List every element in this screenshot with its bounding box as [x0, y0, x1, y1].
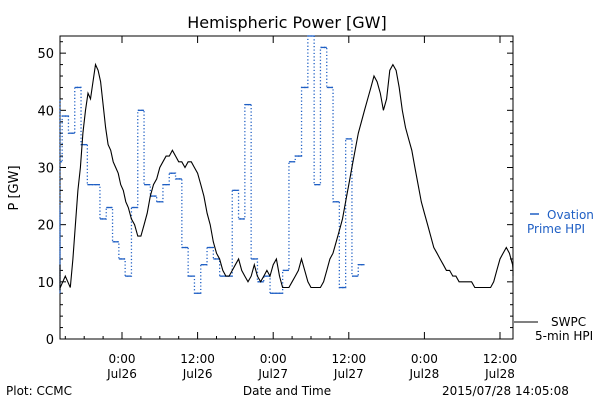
- plot-frame: [59, 35, 514, 340]
- series-swpc: [59, 62, 514, 291]
- footer-plot-source: Plot: CCMC: [6, 384, 72, 398]
- y-tick-label: 50: [37, 47, 54, 62]
- chart-title: Hemispheric Power [GW]: [187, 13, 386, 32]
- x-tick-date: Jul28: [409, 367, 440, 381]
- x-tick-date: Jul26: [106, 367, 137, 381]
- legend-swpc-label-1: SWPC: [551, 315, 586, 329]
- x-tick-time: 0:00: [109, 352, 136, 366]
- x-tick-time: 0:00: [260, 352, 287, 366]
- y-tick-label: 40: [37, 104, 54, 119]
- swpc-line: [59, 62, 514, 291]
- x-tick-time: 0:00: [411, 352, 438, 366]
- ovation-step-line: [59, 35, 365, 294]
- y-tick-label: 20: [37, 219, 54, 234]
- legend-swpc-label-2: 5-min HPI: [535, 329, 593, 343]
- y-axis-ticks: 0 10 20 30 40 50: [37, 41, 513, 348]
- footer-timestamp: 2015/07/28 14:05:08: [442, 384, 569, 398]
- x-axis-ticks: 0:00Jul2612:00Jul260:00Jul2712:00Jul270:…: [64, 36, 518, 381]
- x-tick-date: Jul28: [484, 367, 515, 381]
- y-tick-label: 10: [37, 276, 54, 291]
- x-tick-date: Jul27: [333, 367, 364, 381]
- x-tick-time: 12:00: [180, 352, 215, 366]
- x-tick-date: Jul27: [257, 367, 288, 381]
- y-tick-label: 0: [46, 333, 54, 348]
- x-tick-time: 12:00: [332, 352, 367, 366]
- x-tick-time: 12:00: [483, 352, 518, 366]
- x-axis-label: Date and Time: [243, 384, 331, 398]
- legend-ovation-label-2: Prime HPI: [527, 222, 585, 236]
- y-tick-label: 30: [37, 161, 54, 176]
- x-tick-date: Jul26: [182, 367, 213, 381]
- legend-ovation-label-1: Ovation: [547, 208, 594, 222]
- series-ovation-prime: [59, 35, 365, 294]
- y-axis-label: P [GW]: [7, 165, 22, 210]
